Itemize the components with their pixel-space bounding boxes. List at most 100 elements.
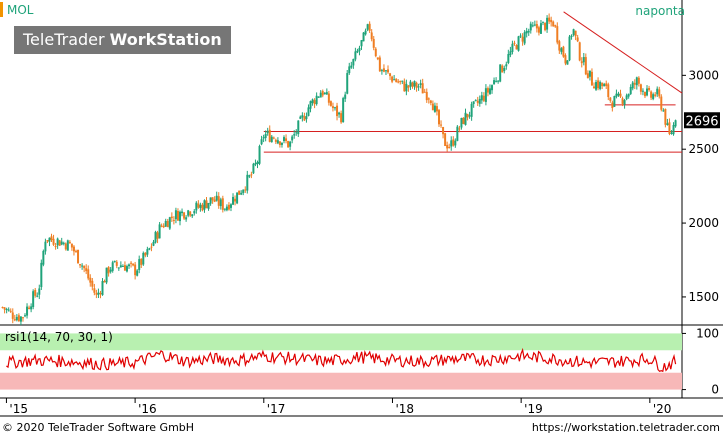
candle-up <box>333 107 336 109</box>
candle-up <box>307 107 310 116</box>
candle-down <box>13 319 16 321</box>
candle-up <box>527 30 530 33</box>
candle-down <box>70 243 73 248</box>
candle-up <box>572 29 575 35</box>
candle-down <box>234 198 237 202</box>
candle-up <box>603 84 606 87</box>
candle-up <box>317 96 320 98</box>
candle-up <box>193 211 196 214</box>
candle-up <box>26 306 29 316</box>
candle-down <box>576 37 579 42</box>
candle-up <box>223 208 226 210</box>
x-tick-label: '19 <box>524 402 543 416</box>
candle-up <box>474 99 477 101</box>
candle-up <box>629 86 632 94</box>
candle-down <box>448 147 451 149</box>
candle-down <box>429 100 432 103</box>
candle-up <box>174 210 177 220</box>
website-url[interactable]: https://workstation.teletrader.com <box>531 421 720 434</box>
y-tick-label: 3000 <box>688 68 719 82</box>
candle-down <box>176 210 179 221</box>
candle-down <box>123 265 126 271</box>
candle-down <box>72 246 75 252</box>
candle-up <box>325 92 328 95</box>
candle-up <box>348 66 351 74</box>
candle-up <box>627 93 630 97</box>
candle-up <box>346 73 349 94</box>
candle-up <box>305 116 308 120</box>
candle-down <box>643 91 646 97</box>
candle-down <box>68 241 71 244</box>
candle-down <box>115 261 118 266</box>
candle-down <box>425 91 428 101</box>
candle-down <box>537 27 540 33</box>
candle-down <box>331 106 334 109</box>
candle-down <box>423 91 426 93</box>
candle-up <box>19 316 22 322</box>
candle-down <box>64 243 67 250</box>
candle-up <box>672 125 675 135</box>
candle-down <box>376 57 379 60</box>
candle-down <box>134 264 137 276</box>
candle-up <box>236 192 239 204</box>
candle-up <box>138 259 141 271</box>
candle-down <box>501 65 504 73</box>
candle-up <box>456 126 459 141</box>
rsi-indicator-label[interactable]: rsi1(14, 70, 30, 1) <box>5 330 113 344</box>
candle-up <box>117 267 120 269</box>
candle-down <box>89 277 92 283</box>
candle-down <box>601 82 604 87</box>
candle-up <box>119 265 122 268</box>
rsi-overbought-zone <box>0 333 682 351</box>
candle-up <box>164 220 167 227</box>
candle-up <box>125 266 128 272</box>
candle-down <box>556 26 559 43</box>
candle-down <box>544 22 547 31</box>
candle-down <box>580 61 583 64</box>
candle-up <box>546 17 549 30</box>
candle-down <box>382 68 385 72</box>
candle-up <box>266 130 269 134</box>
candle-up <box>38 288 41 295</box>
candle-up <box>366 24 369 30</box>
candle-up <box>360 40 363 47</box>
candle-up <box>97 292 100 295</box>
candle-down <box>197 203 200 208</box>
candle-down <box>183 212 186 219</box>
candle-down <box>156 232 159 239</box>
candle-down <box>619 93 622 97</box>
candle-down <box>515 45 518 50</box>
candle-up <box>539 23 542 34</box>
candle-up <box>248 175 251 177</box>
candle-up <box>413 81 416 87</box>
candle-up <box>62 242 65 244</box>
candle-up <box>480 95 483 101</box>
candle-up <box>113 260 116 262</box>
candle-up <box>507 54 510 64</box>
candle-up <box>623 100 626 105</box>
candle-down <box>374 48 377 57</box>
candle-down <box>201 204 204 211</box>
candle-down <box>287 141 290 148</box>
candle-up <box>362 32 365 42</box>
period-label[interactable]: naponta <box>635 4 685 18</box>
candle-up <box>646 88 649 96</box>
candle-up <box>154 231 157 243</box>
candle-up <box>262 137 265 139</box>
candle-down <box>321 91 324 96</box>
candle-down <box>562 46 565 57</box>
candle-down <box>513 42 516 44</box>
candle-up <box>509 51 512 56</box>
candle-down <box>172 219 175 221</box>
candle-up <box>401 80 404 82</box>
candle-up <box>478 98 481 104</box>
candle-up <box>419 83 422 85</box>
candle-down <box>166 221 169 228</box>
candle-down <box>95 293 98 295</box>
candle-up <box>289 141 292 147</box>
candle-up <box>152 241 155 246</box>
candle-up <box>311 99 314 103</box>
candle-down <box>633 82 636 85</box>
candle-down <box>654 94 657 96</box>
candle-down <box>144 252 147 256</box>
